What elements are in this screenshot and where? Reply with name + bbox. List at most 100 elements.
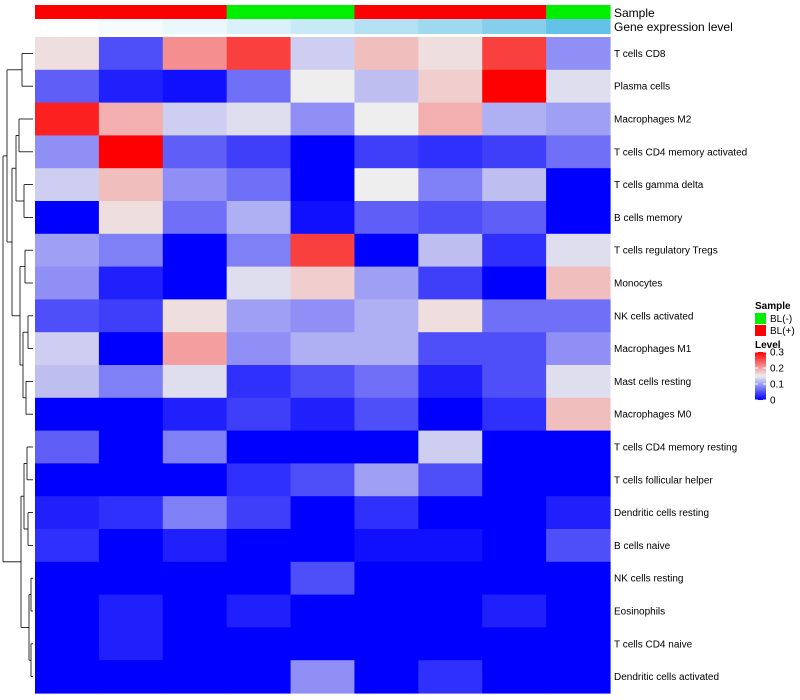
- heatmap-cell: [35, 529, 100, 563]
- heatmap-cell: [418, 299, 483, 333]
- heatmap-cell: [35, 233, 100, 268]
- heatmap-cell: [226, 660, 292, 694]
- heatmap-cell: [290, 135, 356, 169]
- heatmap-cell: [290, 627, 356, 661]
- sample-annotation-cell: [354, 5, 419, 19]
- heatmap-cell: [482, 660, 547, 694]
- heatmap-cell: [546, 397, 611, 432]
- heatmap-cell: [162, 266, 228, 300]
- heatmap-cell: [546, 135, 611, 169]
- heatmap-cell: [98, 463, 164, 497]
- heatmap-cell: [162, 496, 228, 530]
- row-label: Macrophages M0: [614, 410, 692, 421]
- heatmap-cell: [35, 561, 100, 596]
- heatmap-cell: [546, 627, 611, 661]
- heatmap-cell: [162, 135, 228, 169]
- heatmap-cell: [226, 69, 292, 104]
- heatmap-cell: [162, 561, 228, 596]
- heatmap-cell: [98, 201, 164, 235]
- heatmap-cell: [162, 233, 228, 268]
- heatmap-cell: [482, 102, 547, 136]
- heatmap-cell: [354, 529, 419, 563]
- expression-annotation-cell: [162, 19, 228, 34]
- row-label: T cells CD4 naive: [614, 639, 693, 650]
- heatmap-cell: [418, 201, 483, 235]
- heatmap-cell: [354, 201, 419, 235]
- heatmap-cell: [354, 627, 419, 661]
- legend-tick-label: 0.2: [770, 364, 784, 375]
- heatmap-cell: [35, 660, 100, 694]
- heatmap-cell: [98, 233, 164, 268]
- heatmap-cell: [98, 365, 164, 399]
- heatmap-cell: [482, 135, 547, 169]
- heatmap-cell: [546, 496, 611, 530]
- row-label: Monocytes: [614, 279, 662, 290]
- annotation-label-expression: Gene expression level: [614, 20, 733, 34]
- heatmap-cell: [354, 496, 419, 530]
- heatmap-cell: [354, 135, 419, 169]
- heatmap-cell: [482, 266, 547, 300]
- heatmap-cell: [418, 627, 483, 661]
- heatmap-cell: [482, 365, 547, 399]
- legend-label-bl-neg: BL(-): [770, 314, 792, 325]
- heatmap-cell: [546, 102, 611, 136]
- heatmap-cell: [226, 135, 292, 169]
- row-label: T cells follicular helper: [614, 475, 713, 486]
- heatmap-cell: [226, 201, 292, 235]
- expression-annotation-cell: [482, 19, 547, 34]
- heatmap-cell: [354, 266, 419, 300]
- heatmap-cell: [226, 529, 292, 563]
- sample-annotation-cell: [226, 5, 292, 19]
- heatmap-cell: [482, 233, 547, 268]
- heatmap-cell: [546, 332, 611, 366]
- heatmap-cell: [354, 69, 419, 104]
- heatmap-cell: [290, 561, 356, 596]
- row-label: Macrophages M2: [614, 115, 692, 126]
- heatmap-cell: [354, 561, 419, 596]
- heatmap-cell: [418, 69, 483, 104]
- heatmap-cell: [290, 168, 356, 202]
- heatmap-cell: [226, 627, 292, 661]
- heatmap-cell: [418, 430, 483, 464]
- heatmap-cell: [482, 627, 547, 661]
- heatmap-cell: [546, 201, 611, 235]
- heatmap-cell: [98, 594, 164, 628]
- heatmap-cell: [98, 135, 164, 169]
- heatmap-cell: [290, 102, 356, 136]
- row-dendrogram: [2, 53, 33, 677]
- heatmap-cell: [35, 397, 100, 432]
- sample-annotation-cell: [482, 5, 547, 19]
- legend-ticks: 0.3 0.2 0.1 0: [755, 348, 784, 407]
- heatmap-cell: [226, 430, 292, 464]
- heatmap-cell: [546, 365, 611, 399]
- heatmap-cell: [98, 397, 164, 432]
- heatmap-cell: [35, 37, 100, 71]
- heatmap-cell: [35, 266, 100, 300]
- annotation-label-sample: Sample: [614, 6, 655, 20]
- heatmap-cell: [162, 660, 228, 694]
- sample-annotation-cell: [546, 5, 611, 19]
- heatmap-cell: [226, 496, 292, 530]
- heatmap-cell: [418, 496, 483, 530]
- legend: Sample BL(-) BL(+) Level 0.3 0.2 0.1 0: [755, 301, 795, 407]
- row-label: Dendritic cells resting: [614, 508, 709, 519]
- heatmap-cell: [354, 463, 419, 497]
- heatmap-cell: [290, 463, 356, 497]
- expression-annotation-cell: [35, 19, 100, 34]
- row-label: T cells gamma delta: [614, 180, 704, 191]
- heatmap-cell: [482, 332, 547, 366]
- heatmap-cell: [290, 233, 356, 268]
- heatmap-cell: [162, 463, 228, 497]
- heatmap-cell: [226, 463, 292, 497]
- heatmap-cell: [226, 233, 292, 268]
- heatmap-cell: [354, 168, 419, 202]
- heatmap-cell: [162, 365, 228, 399]
- heatmap-cell: [35, 365, 100, 399]
- heatmap-cell: [290, 397, 356, 432]
- heatmap-cell: [290, 37, 356, 71]
- heatmap-cell: [354, 430, 419, 464]
- heatmap-cell: [35, 627, 100, 661]
- row-label: Mast cells resting: [614, 377, 691, 388]
- heatmap-cell: [162, 332, 228, 366]
- heatmap-cell: [546, 37, 611, 71]
